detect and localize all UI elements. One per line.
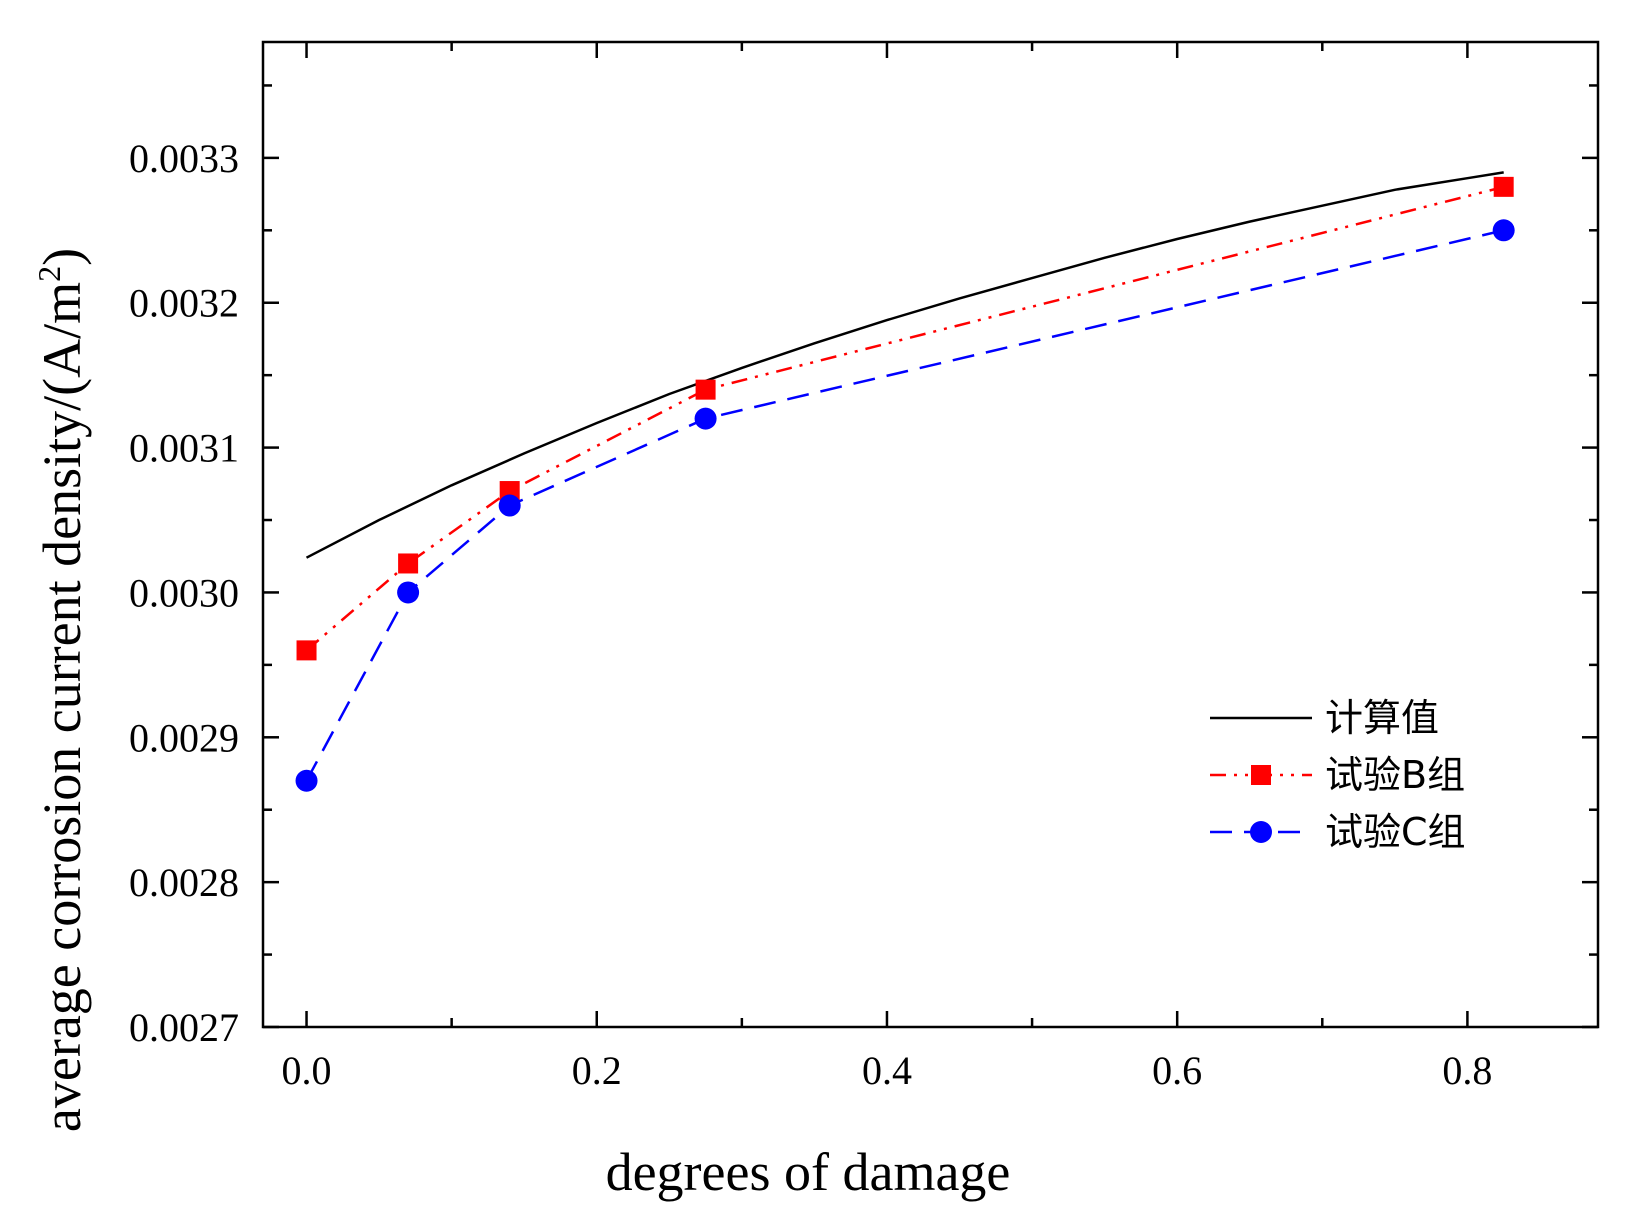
x-tick-label: 0.0: [282, 1048, 332, 1093]
y-tick-label: 0.0028: [129, 860, 239, 905]
x-tick-label: 0.8: [1442, 1048, 1492, 1093]
plot-frame: [261, 40, 1600, 1029]
legend-marker-square: [1251, 765, 1271, 785]
legend-label-2: 试验B组: [1325, 753, 1465, 797]
y-axis-title-sup: 2: [31, 266, 67, 282]
series-line-2: [305, 185, 1505, 652]
data-point-square: [695, 379, 716, 400]
y-axis-title-close: ): [32, 248, 92, 266]
data-point-square: [398, 553, 419, 574]
x-tick-label: 0.2: [572, 1048, 622, 1093]
legend-label-3: 试验C组: [1325, 810, 1466, 854]
x-axis-title: degrees of damage: [606, 1142, 1011, 1202]
y-tick-label: 0.0027: [129, 1005, 239, 1050]
data-point-circle: [295, 769, 318, 792]
x-tick-label: 0.6: [1152, 1048, 1202, 1093]
y-axis-title: average corrosion current density/(A/m2): [31, 248, 92, 1132]
data-point-circle: [397, 581, 420, 604]
x-tick-label: 0.4: [862, 1048, 912, 1093]
y-axis-title-main: average corrosion current density/(A/m: [32, 282, 92, 1132]
data-point-square: [296, 640, 317, 661]
y-tick-label: 0.0029: [129, 715, 239, 760]
series-line-1: [305, 171, 1504, 559]
data-point-circle: [1492, 219, 1515, 242]
data-point-circle: [694, 407, 717, 430]
data-point-square: [1493, 176, 1514, 197]
legend-label-1: 计算值: [1325, 696, 1439, 740]
y-tick-label: 0.0032: [129, 281, 239, 326]
y-tick-label: 0.0030: [129, 570, 239, 615]
y-tick-label: 0.0031: [129, 426, 239, 471]
legend-marker-circle: [1250, 821, 1272, 843]
data-point-circle: [498, 494, 521, 517]
y-tick-label: 0.0033: [129, 136, 239, 181]
